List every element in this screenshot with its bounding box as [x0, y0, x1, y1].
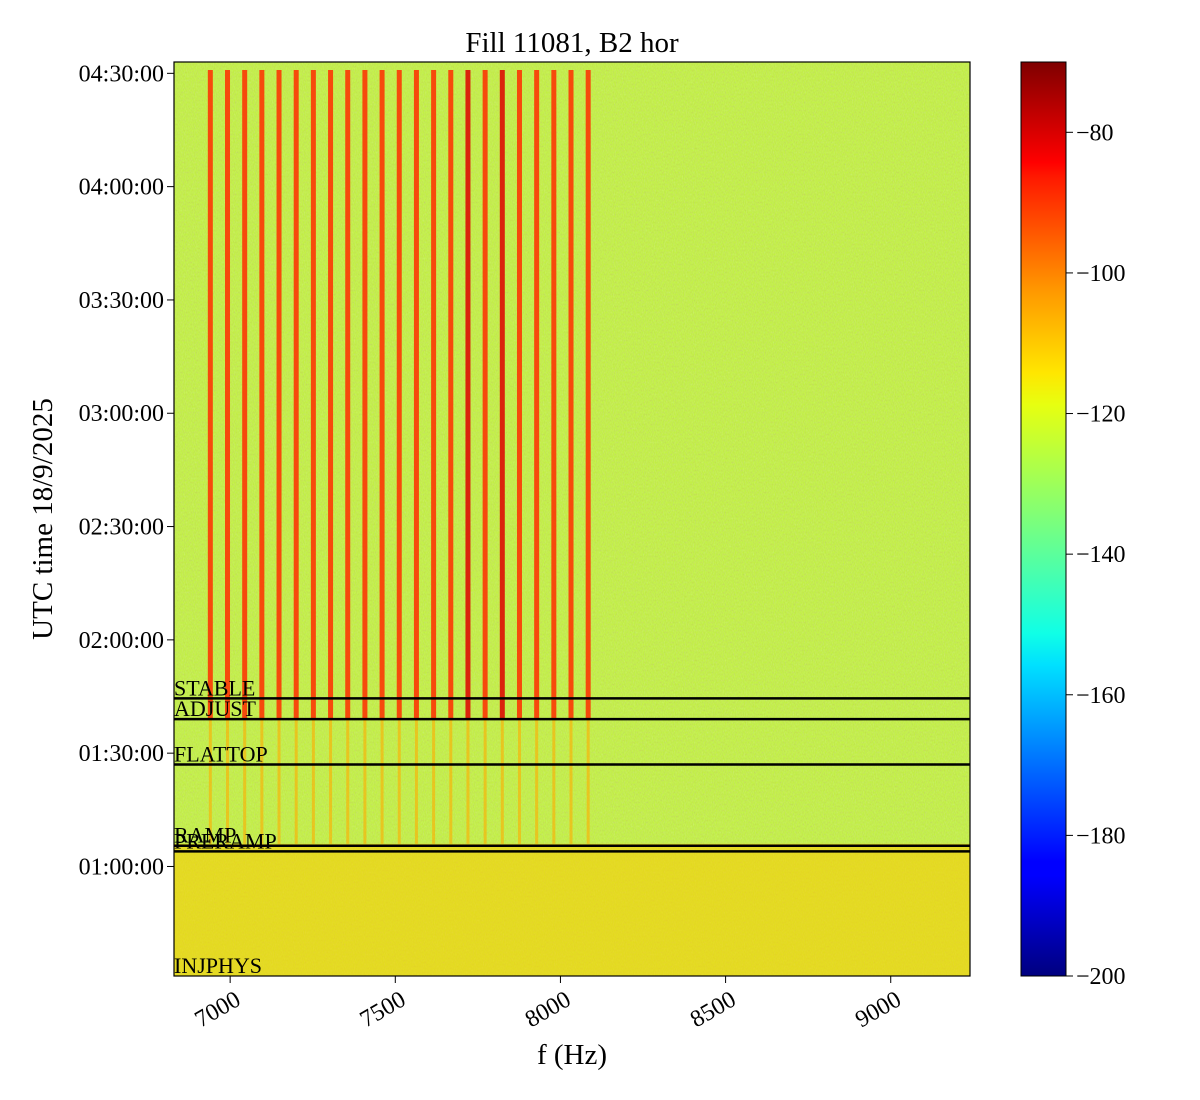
- spectral-line-early: [569, 719, 573, 844]
- y-tick-label: 01:00:00: [79, 854, 164, 880]
- spectral-line-early: [294, 719, 298, 844]
- phase-label: RAMP: [174, 823, 236, 848]
- colorbar-tick-label: −140: [1076, 542, 1126, 568]
- spectral-line: [482, 70, 488, 720]
- spectral-line-early: [380, 719, 384, 844]
- colorbar-ticks: −80 −100 −120 −140 −160 −180 −200: [1066, 120, 1126, 990]
- spectral-line-early: [500, 719, 504, 844]
- spectral-line: [242, 70, 248, 720]
- spectral-line-early: [329, 719, 333, 844]
- x-tick-label: 9000: [851, 987, 906, 1034]
- spectral-line: [276, 70, 282, 720]
- x-tick-label: 7500: [356, 987, 411, 1034]
- spectral-line: [310, 70, 316, 720]
- spectral-line-early: [552, 719, 556, 844]
- spectral-line: [259, 70, 265, 720]
- phase-label: FLATTOP: [174, 741, 268, 766]
- heatmap-marks: [174, 70, 970, 976]
- spectral-line: [328, 70, 334, 720]
- spectral-line-early: [363, 719, 367, 844]
- x-axis: 7000 7500 8000 8500 9000: [191, 976, 906, 1033]
- y-axis: 01:00:00 01:30:00 02:00:00 02:30:00 03:00:00…: [79, 61, 174, 880]
- spectral-line: [568, 70, 574, 720]
- spectral-line: [207, 70, 213, 720]
- spectral-line: [448, 70, 454, 720]
- spectral-line-early: [311, 719, 315, 844]
- spectral-line-early: [449, 719, 453, 844]
- spectral-line: [345, 70, 351, 720]
- spectral-line-early: [432, 719, 436, 844]
- colorbar-tick-label: −200: [1076, 964, 1126, 990]
- colorbar-gradient: [1020, 61, 1067, 977]
- spectral-line: [293, 70, 299, 720]
- spectral-line-early: [414, 719, 418, 844]
- spectral-line-early: [466, 719, 470, 844]
- spectral-line: [413, 70, 419, 720]
- heatmap-area: [174, 62, 970, 976]
- colorbar-tick-label: −80: [1076, 120, 1114, 146]
- y-axis-label: UTC time 18/9/2025: [27, 398, 59, 640]
- spectral-line-early: [517, 719, 521, 844]
- spectral-line-early: [277, 719, 281, 844]
- colorbar-tick-label: −180: [1076, 823, 1126, 849]
- spectral-line-early: [586, 719, 590, 844]
- spectral-line: [516, 70, 522, 720]
- y-tick-label: 03:00:00: [79, 401, 164, 427]
- spectral-line: [551, 70, 557, 720]
- spectral-line: [499, 70, 505, 720]
- spectral-line-early: [346, 719, 350, 844]
- spectral-line: [585, 70, 591, 720]
- spectral-line: [465, 70, 471, 720]
- phase-label: STABLE: [174, 675, 255, 700]
- x-tick-label: 8500: [686, 987, 741, 1034]
- spectral-line: [362, 70, 368, 720]
- ramp-noise-band: [174, 843, 970, 976]
- spectral-line-early: [483, 719, 487, 844]
- spectral-line: [379, 70, 385, 720]
- y-tick-label: 04:00:00: [79, 175, 164, 201]
- x-axis-label: f (Hz): [537, 1039, 607, 1071]
- spectral-line: [534, 70, 540, 720]
- chart-title: Fill 11081, B2 hor: [465, 27, 679, 59]
- colorbar-tick-label: −120: [1076, 402, 1126, 428]
- y-tick-label: 02:30:00: [79, 515, 164, 541]
- y-tick-label: 03:30:00: [79, 288, 164, 314]
- spectral-line-early: [397, 719, 401, 844]
- spectral-line-early: [208, 719, 212, 844]
- x-tick-label: 8000: [521, 987, 576, 1034]
- phase-label: ADJUST: [174, 696, 256, 721]
- spectral-line: [431, 70, 437, 720]
- x-tick-label: 7000: [191, 987, 246, 1034]
- spectral-line-early: [226, 719, 230, 844]
- y-tick-label: 01:30:00: [79, 741, 164, 767]
- spectral-line-early: [243, 719, 247, 844]
- plot-frame: [173, 61, 971, 977]
- spectral-line: [225, 70, 231, 720]
- colorbar-tick-label: −100: [1076, 261, 1126, 287]
- y-tick-label: 02:00:00: [79, 628, 164, 654]
- spectral-line-early: [260, 719, 264, 844]
- spectral-line-early: [535, 719, 539, 844]
- spectral-line: [396, 70, 402, 720]
- phase-label: INJPHYS: [174, 953, 262, 978]
- colorbar: −80 −100 −120 −140 −160 −180 −200: [1020, 61, 1126, 990]
- phase-label: PRERAMP: [174, 828, 277, 853]
- colorbar-tick-label: −160: [1076, 683, 1126, 709]
- y-tick-label: 04:30:00: [79, 61, 164, 87]
